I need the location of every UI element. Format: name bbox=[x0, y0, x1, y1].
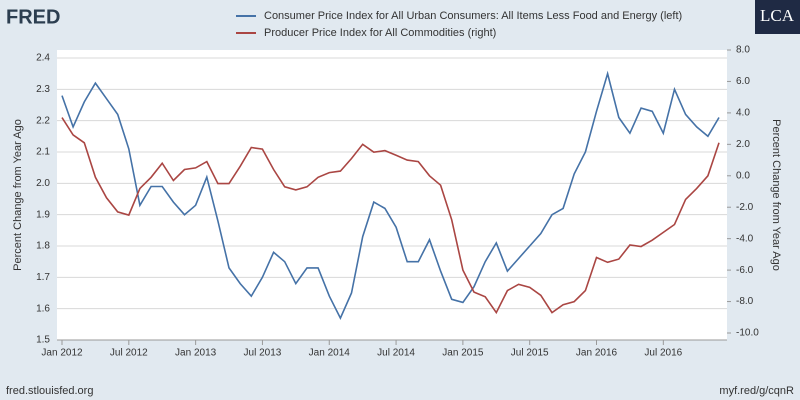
x-tick-label: Jan 2016 bbox=[576, 348, 618, 359]
y-axis-title: Percent Change from Year Ago bbox=[12, 119, 24, 271]
y2-tick-label: 4.0 bbox=[736, 108, 750, 119]
x-tick-label: Jul 2016 bbox=[644, 348, 682, 359]
y2-tick-label: 6.0 bbox=[736, 76, 750, 87]
y-tick-label: 1.5 bbox=[36, 335, 50, 346]
plot-area bbox=[57, 50, 727, 340]
x-tick-label: Jan 2013 bbox=[175, 348, 217, 359]
y-tick-label: 1.6 bbox=[36, 303, 50, 314]
y-tick-label: 2.1 bbox=[36, 147, 50, 158]
y2-tick-label: -10.0 bbox=[736, 328, 759, 339]
y-tick-label: 1.9 bbox=[36, 209, 50, 220]
x-tick-label: Jan 2012 bbox=[41, 348, 83, 359]
legend-label: Producer Price Index for All Commodities… bbox=[264, 27, 496, 39]
brand-logo: LCA bbox=[760, 6, 795, 25]
y-tick-label: 2.2 bbox=[36, 115, 50, 126]
y2-axis-title: Percent Change from Year Ago bbox=[770, 119, 782, 271]
y2-tick-label: -2.0 bbox=[736, 202, 754, 213]
x-tick-label: Jul 2013 bbox=[244, 348, 282, 359]
y2-tick-label: -4.0 bbox=[736, 233, 754, 244]
x-tick-label: Jul 2014 bbox=[377, 348, 415, 359]
legend-label: Consumer Price Index for All Urban Consu… bbox=[264, 10, 682, 22]
x-tick-label: Jan 2015 bbox=[442, 348, 484, 359]
footer-source: fred.stlouisfed.org bbox=[6, 385, 93, 397]
y-tick-label: 1.8 bbox=[36, 241, 50, 252]
brand-box bbox=[755, 0, 800, 34]
y-tick-label: 1.7 bbox=[36, 272, 50, 283]
y2-tick-label: 8.0 bbox=[736, 45, 750, 56]
series-line bbox=[61, 70, 720, 320]
y2-tick-label: 2.0 bbox=[736, 139, 750, 150]
fred-logo: FRED bbox=[6, 6, 60, 28]
x-tick-label: Jul 2015 bbox=[511, 348, 549, 359]
x-tick-label: Jul 2012 bbox=[110, 348, 148, 359]
y2-tick-label: -8.0 bbox=[736, 296, 754, 307]
series-line bbox=[61, 117, 720, 315]
y-tick-label: 2.4 bbox=[36, 53, 50, 64]
footer-link: myf.red/g/cqnR bbox=[719, 385, 794, 397]
y-tick-label: 2.3 bbox=[36, 84, 50, 95]
y2-tick-label: 0.0 bbox=[736, 170, 750, 181]
y-tick-label: 2.0 bbox=[36, 178, 50, 189]
x-tick-label: Jan 2014 bbox=[309, 348, 351, 359]
y2-tick-label: -6.0 bbox=[736, 265, 754, 276]
